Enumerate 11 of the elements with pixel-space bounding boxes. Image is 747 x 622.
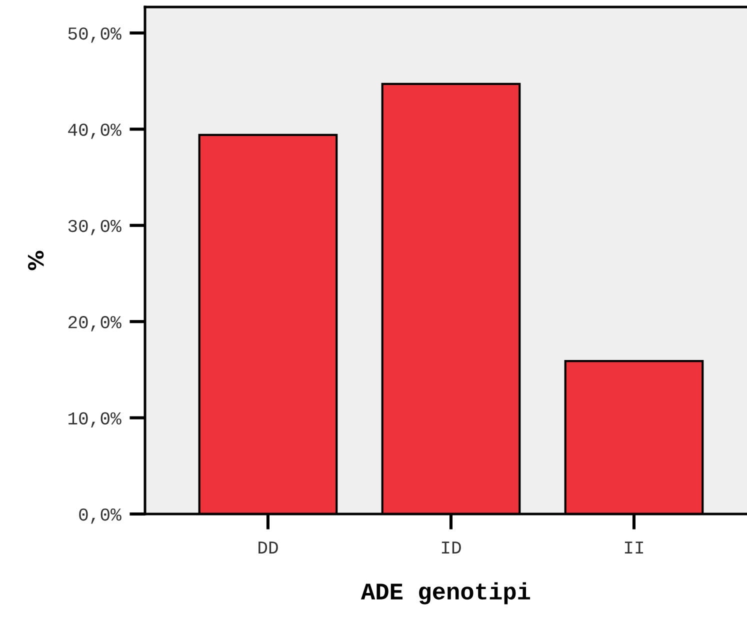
y-tick-label: 30,0% — [68, 220, 122, 236]
x-axis-title: ADE genotipi — [360, 582, 530, 604]
y-tick-label: 10,0% — [68, 412, 122, 428]
x-tick-label: DD — [258, 542, 278, 554]
y-tick-label: 40,0% — [68, 124, 122, 139]
x-tick-label: II — [624, 542, 644, 554]
y-tick-label: 50,0% — [68, 27, 122, 43]
y-tick-label: 0,0% — [79, 508, 122, 524]
y-axis-title: % — [28, 250, 44, 270]
y-tick-label: 20,0% — [68, 316, 122, 332]
x-tick-label: ID — [442, 542, 461, 554]
